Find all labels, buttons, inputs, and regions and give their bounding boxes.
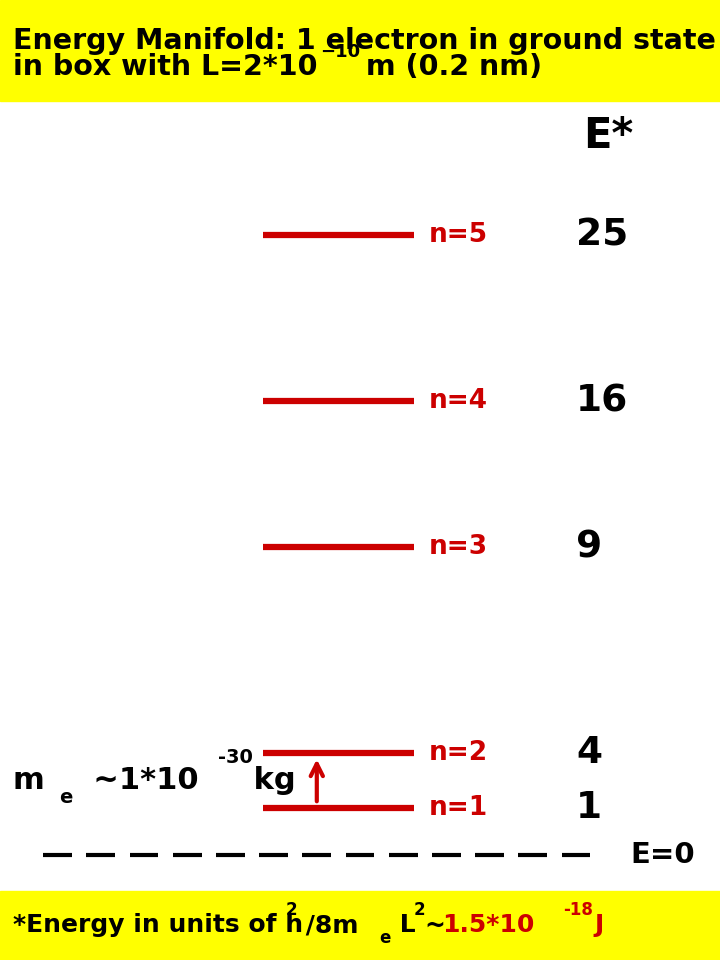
Text: -18: -18 — [563, 901, 593, 919]
Text: n=5: n=5 — [428, 222, 487, 248]
Text: in box with L=2*10: in box with L=2*10 — [13, 53, 318, 81]
Text: ~1*10: ~1*10 — [72, 766, 199, 795]
Text: n=3: n=3 — [428, 534, 487, 561]
Text: e: e — [59, 788, 73, 807]
Text: 9: 9 — [576, 529, 602, 565]
Text: E=0: E=0 — [630, 841, 695, 870]
Text: 16: 16 — [576, 383, 629, 419]
Text: kg: kg — [243, 766, 295, 795]
Text: ~: ~ — [424, 914, 445, 937]
Text: 2: 2 — [414, 901, 426, 919]
Text: n=4: n=4 — [428, 388, 487, 414]
Text: 2: 2 — [286, 901, 297, 919]
Text: Energy Manifold: 1 electron in ground state: Energy Manifold: 1 electron in ground st… — [13, 27, 716, 55]
Text: −10: −10 — [320, 43, 360, 61]
Text: J: J — [595, 914, 604, 937]
Text: 1: 1 — [576, 790, 602, 826]
Text: 1.5*10: 1.5*10 — [442, 914, 534, 937]
Text: -30: -30 — [218, 748, 253, 767]
Text: E*: E* — [583, 115, 634, 157]
Text: 25: 25 — [576, 217, 629, 253]
Text: n=1: n=1 — [428, 795, 487, 821]
Text: e: e — [379, 929, 391, 947]
Text: /8m: /8m — [297, 914, 359, 937]
Text: n=2: n=2 — [428, 739, 487, 766]
Bar — [0, 891, 720, 960]
Text: 4: 4 — [576, 734, 602, 771]
Bar — [0, 0, 720, 101]
Text: L: L — [391, 914, 415, 937]
Text: m: m — [13, 766, 45, 795]
Text: *Energy in units of h: *Energy in units of h — [13, 914, 303, 937]
Text: m (0.2 nm): m (0.2 nm) — [356, 53, 543, 81]
